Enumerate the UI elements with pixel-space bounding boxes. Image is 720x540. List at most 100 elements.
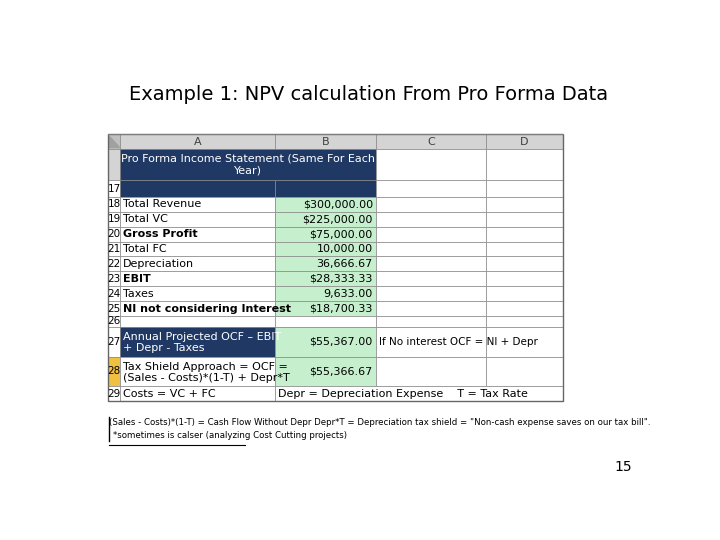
Bar <box>376 241 486 256</box>
Bar <box>486 301 563 316</box>
Bar <box>486 241 563 256</box>
Bar <box>120 356 275 386</box>
Bar <box>376 272 486 286</box>
Bar <box>275 301 376 316</box>
Text: 9,633.00: 9,633.00 <box>323 289 373 299</box>
Text: *sometimes is calser (analyzing Cost Cutting projects): *sometimes is calser (analyzing Cost Cut… <box>113 431 347 441</box>
Bar <box>120 316 275 327</box>
Text: C: C <box>427 137 435 146</box>
Text: Annual Projected OCF – EBIT: Annual Projected OCF – EBIT <box>123 332 282 342</box>
Bar <box>108 149 120 180</box>
Bar <box>376 356 486 386</box>
Text: $55,366.67: $55,366.67 <box>310 367 373 376</box>
Bar <box>120 256 275 272</box>
Bar <box>376 197 486 212</box>
Bar <box>108 327 120 356</box>
Text: $55,367.00: $55,367.00 <box>310 336 373 347</box>
Text: A: A <box>194 137 202 146</box>
Text: 26: 26 <box>107 316 121 327</box>
Text: 15: 15 <box>615 460 632 474</box>
Bar <box>486 272 563 286</box>
Bar <box>275 327 376 356</box>
Bar <box>275 212 376 227</box>
Bar <box>108 241 120 256</box>
Bar <box>486 286 563 301</box>
Bar <box>376 316 486 327</box>
Text: 24: 24 <box>107 289 121 299</box>
Text: 27: 27 <box>107 336 121 347</box>
Text: 25: 25 <box>107 303 121 314</box>
Bar <box>376 256 486 272</box>
Text: Depr = Depreciation Expense    T = Tax Rate: Depr = Depreciation Expense T = Tax Rate <box>277 389 528 399</box>
Text: Total Revenue: Total Revenue <box>123 199 202 210</box>
Bar <box>376 327 486 356</box>
Text: Pro Forma Income Statement (Same For Each
Year): Pro Forma Income Statement (Same For Eac… <box>121 154 375 176</box>
Bar <box>486 212 563 227</box>
Text: (Sales - Costs)*(1-T) + Depr*T: (Sales - Costs)*(1-T) + Depr*T <box>123 373 290 383</box>
Bar <box>275 386 563 401</box>
Bar <box>376 301 486 316</box>
Bar <box>120 272 275 286</box>
Text: D: D <box>520 137 528 146</box>
Bar <box>120 149 376 180</box>
Bar <box>275 316 376 327</box>
Bar <box>486 256 563 272</box>
Text: 10,000.00: 10,000.00 <box>317 244 373 254</box>
Text: NI not considering Interest: NI not considering Interest <box>123 303 292 314</box>
Bar <box>376 180 486 197</box>
Bar <box>486 134 563 149</box>
Text: Tax Shield Approach = OCF =: Tax Shield Approach = OCF = <box>123 362 288 372</box>
Text: 22: 22 <box>107 259 121 269</box>
Text: 23: 23 <box>107 274 121 284</box>
Bar <box>486 180 563 197</box>
Text: Depreciation: Depreciation <box>123 259 194 269</box>
Bar <box>376 227 486 241</box>
Text: If No interest OCF = NI + Depr: If No interest OCF = NI + Depr <box>379 336 538 347</box>
Bar <box>486 356 563 386</box>
Bar <box>108 316 120 327</box>
Bar <box>120 241 275 256</box>
Bar <box>120 301 275 316</box>
Text: + Depr - Taxes: + Depr - Taxes <box>123 343 204 353</box>
Bar <box>275 134 376 149</box>
Bar <box>486 316 563 327</box>
Text: Total FC: Total FC <box>123 244 167 254</box>
Text: 36,666.67: 36,666.67 <box>317 259 373 269</box>
Bar <box>120 227 275 241</box>
Text: Taxes: Taxes <box>123 289 154 299</box>
Bar <box>275 356 376 386</box>
Text: EBIT: EBIT <box>123 274 151 284</box>
Bar <box>120 180 275 197</box>
Bar <box>376 286 486 301</box>
Text: 28: 28 <box>107 367 121 376</box>
Text: 19: 19 <box>107 214 121 224</box>
Bar <box>486 149 563 180</box>
Bar <box>275 180 376 197</box>
Bar <box>108 227 120 241</box>
Text: 18: 18 <box>107 199 121 210</box>
Bar <box>275 241 376 256</box>
Bar <box>120 212 275 227</box>
Text: 29: 29 <box>107 389 121 399</box>
Bar <box>486 227 563 241</box>
Bar <box>376 149 486 180</box>
Text: $225,000.00: $225,000.00 <box>302 214 373 224</box>
Text: (Sales - Costs)*(1-T) = Cash Flow Without Depr Depr*T = Depreciation tax shield : (Sales - Costs)*(1-T) = Cash Flow Withou… <box>109 418 651 427</box>
Text: 21: 21 <box>107 244 121 254</box>
Text: $18,700.33: $18,700.33 <box>310 303 373 314</box>
Bar <box>376 134 486 149</box>
Bar <box>108 272 120 286</box>
Bar <box>486 327 563 356</box>
Bar <box>486 197 563 212</box>
Bar <box>108 256 120 272</box>
Polygon shape <box>109 136 120 147</box>
Bar <box>275 272 376 286</box>
Bar <box>108 286 120 301</box>
Text: $300,000.00: $300,000.00 <box>302 199 373 210</box>
Text: Example 1: NPV calculation From Pro Forma Data: Example 1: NPV calculation From Pro Form… <box>130 85 608 104</box>
Bar <box>108 386 120 401</box>
Bar <box>108 134 120 149</box>
Bar <box>108 134 563 401</box>
Bar <box>120 134 275 149</box>
Bar <box>108 197 120 212</box>
